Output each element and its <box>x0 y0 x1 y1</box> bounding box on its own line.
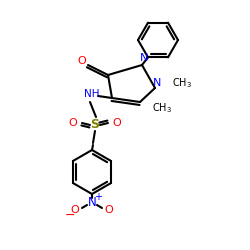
Text: +: + <box>94 192 102 202</box>
Text: −: − <box>65 208 75 222</box>
Text: CH$_3$: CH$_3$ <box>152 101 172 115</box>
Text: O: O <box>112 118 122 128</box>
Text: O: O <box>68 118 78 128</box>
Text: CH$_3$: CH$_3$ <box>172 76 192 90</box>
Text: O: O <box>104 205 114 215</box>
Text: N: N <box>88 196 96 208</box>
Text: S: S <box>90 118 100 132</box>
Text: N: N <box>153 78 161 88</box>
Text: N: N <box>140 53 148 63</box>
Text: NH: NH <box>84 89 100 99</box>
Text: O: O <box>71 205 80 215</box>
Text: O: O <box>78 56 86 66</box>
